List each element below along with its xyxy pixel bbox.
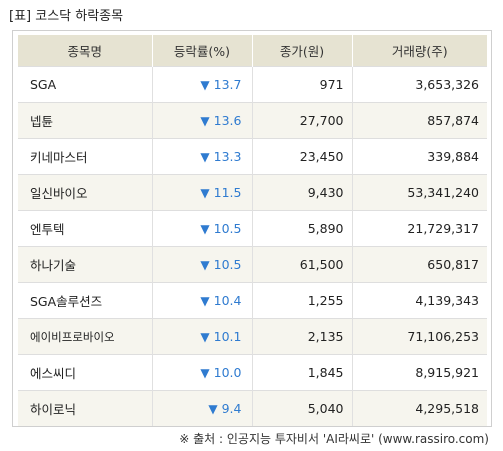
table-frame: 종목명 등락률(%) 종가(원) 거래량(주) SGA ▼ 13.7 971 3,… [12, 30, 492, 427]
change-rate: ▼ 13.3 [152, 138, 253, 175]
down-arrow-icon: ▼ [200, 294, 210, 308]
stock-name: SGA솔루션즈 [18, 282, 153, 319]
table-row: SGA ▼ 13.7 971 3,653,326 [18, 66, 487, 103]
table-body: SGA ▼ 13.7 971 3,653,326 넵튠 ▼ 13.6 27,700 … [18, 66, 487, 426]
change-rate: ▼ 10.4 [152, 282, 253, 319]
table-header-row: 종목명 등락률(%) 종가(원) 거래량(주) [18, 35, 487, 67]
change-rate: ▼ 11.5 [152, 174, 253, 211]
down-arrow-icon: ▼ [200, 258, 210, 272]
volume: 4,139,343 [352, 282, 487, 319]
down-arrow-icon: ▼ [200, 114, 210, 128]
volume: 857,874 [352, 102, 487, 139]
stock-name: 일신바이오 [18, 174, 153, 211]
volume: 650,817 [352, 246, 487, 283]
rate-value: 10.5 [213, 257, 242, 272]
declining-stocks-table: 종목명 등락률(%) 종가(원) 거래량(주) SGA ▼ 13.7 971 3,… [18, 35, 487, 426]
change-rate: ▼ 10.0 [152, 354, 253, 391]
rate-value: 10.1 [213, 329, 242, 344]
table-row: 일신바이오 ▼ 11.5 9,430 53,341,240 [18, 174, 487, 211]
rate-value: 10.0 [213, 365, 242, 380]
down-arrow-icon: ▼ [200, 78, 210, 92]
header-name: 종목명 [18, 35, 153, 67]
rate-value: 10.5 [213, 221, 242, 236]
volume: 71,106,253 [352, 318, 487, 355]
table-row: 하나기술 ▼ 10.5 61,500 650,817 [18, 246, 487, 283]
rate-value: 11.5 [213, 185, 242, 200]
close-price: 971 [252, 66, 353, 103]
close-price: 5,890 [252, 210, 353, 247]
table-row: 엔투텍 ▼ 10.5 5,890 21,729,317 [18, 210, 487, 247]
close-price: 1,255 [252, 282, 353, 319]
volume: 4,295,518 [352, 390, 487, 426]
table-row: 에스씨디 ▼ 10.0 1,845 8,915,921 [18, 354, 487, 391]
change-rate: ▼ 10.5 [152, 246, 253, 283]
header-volume: 거래량(주) [352, 35, 487, 67]
change-rate: ▼ 10.5 [152, 210, 253, 247]
stock-name: 하이로닉 [18, 390, 153, 426]
close-price: 9,430 [252, 174, 353, 211]
close-price: 2,135 [252, 318, 353, 355]
stock-name: 에스씨디 [18, 354, 153, 391]
stock-name: SGA [18, 66, 153, 103]
stock-name: 넵튠 [18, 102, 153, 139]
close-price: 27,700 [252, 102, 353, 139]
down-arrow-icon: ▼ [200, 366, 210, 380]
change-rate: ▼ 13.7 [152, 66, 253, 103]
change-rate: ▼ 10.1 [152, 318, 253, 355]
down-arrow-icon: ▼ [200, 150, 210, 164]
stock-name: 에이비프로바이오 [18, 318, 153, 355]
stock-name: 키네마스터 [18, 138, 153, 175]
header-rate: 등락률(%) [152, 35, 253, 67]
rate-value: 13.7 [213, 77, 242, 92]
close-price: 23,450 [252, 138, 353, 175]
close-price: 5,040 [252, 390, 353, 426]
rate-value: 13.6 [213, 113, 242, 128]
volume: 8,915,921 [352, 354, 487, 391]
source-note: ※ 출처 : 인공지능 투자비서 'AI라씨로' (www.rassiro.co… [179, 432, 489, 446]
volume: 339,884 [352, 138, 487, 175]
down-arrow-icon: ▼ [200, 186, 210, 200]
stock-name: 엔투텍 [18, 210, 153, 247]
change-rate: ▼ 9.4 [152, 390, 253, 426]
rate-value: 13.3 [213, 149, 242, 164]
table-row: SGA솔루션즈 ▼ 10.4 1,255 4,139,343 [18, 282, 487, 319]
header-close: 종가(원) [252, 35, 353, 67]
close-price: 61,500 [252, 246, 353, 283]
table-row: 에이비프로바이오 ▼ 10.1 2,135 71,106,253 [18, 318, 487, 355]
close-price: 1,845 [252, 354, 353, 391]
table-row: 하이로닉 ▼ 9.4 5,040 4,295,518 [18, 390, 487, 426]
rate-value: 9.4 [221, 401, 242, 416]
table-row: 키네마스터 ▼ 13.3 23,450 339,884 [18, 138, 487, 175]
volume: 3,653,326 [352, 66, 487, 103]
down-arrow-icon: ▼ [208, 402, 218, 416]
stock-name: 하나기술 [18, 246, 153, 283]
rate-value: 10.4 [213, 293, 242, 308]
volume: 21,729,317 [352, 210, 487, 247]
change-rate: ▼ 13.6 [152, 102, 253, 139]
down-arrow-icon: ▼ [200, 330, 210, 344]
page-title: [표] 코스닥 하락종목 [9, 9, 124, 24]
table-row: 넵튠 ▼ 13.6 27,700 857,874 [18, 102, 487, 139]
down-arrow-icon: ▼ [200, 222, 210, 236]
volume: 53,341,240 [352, 174, 487, 211]
